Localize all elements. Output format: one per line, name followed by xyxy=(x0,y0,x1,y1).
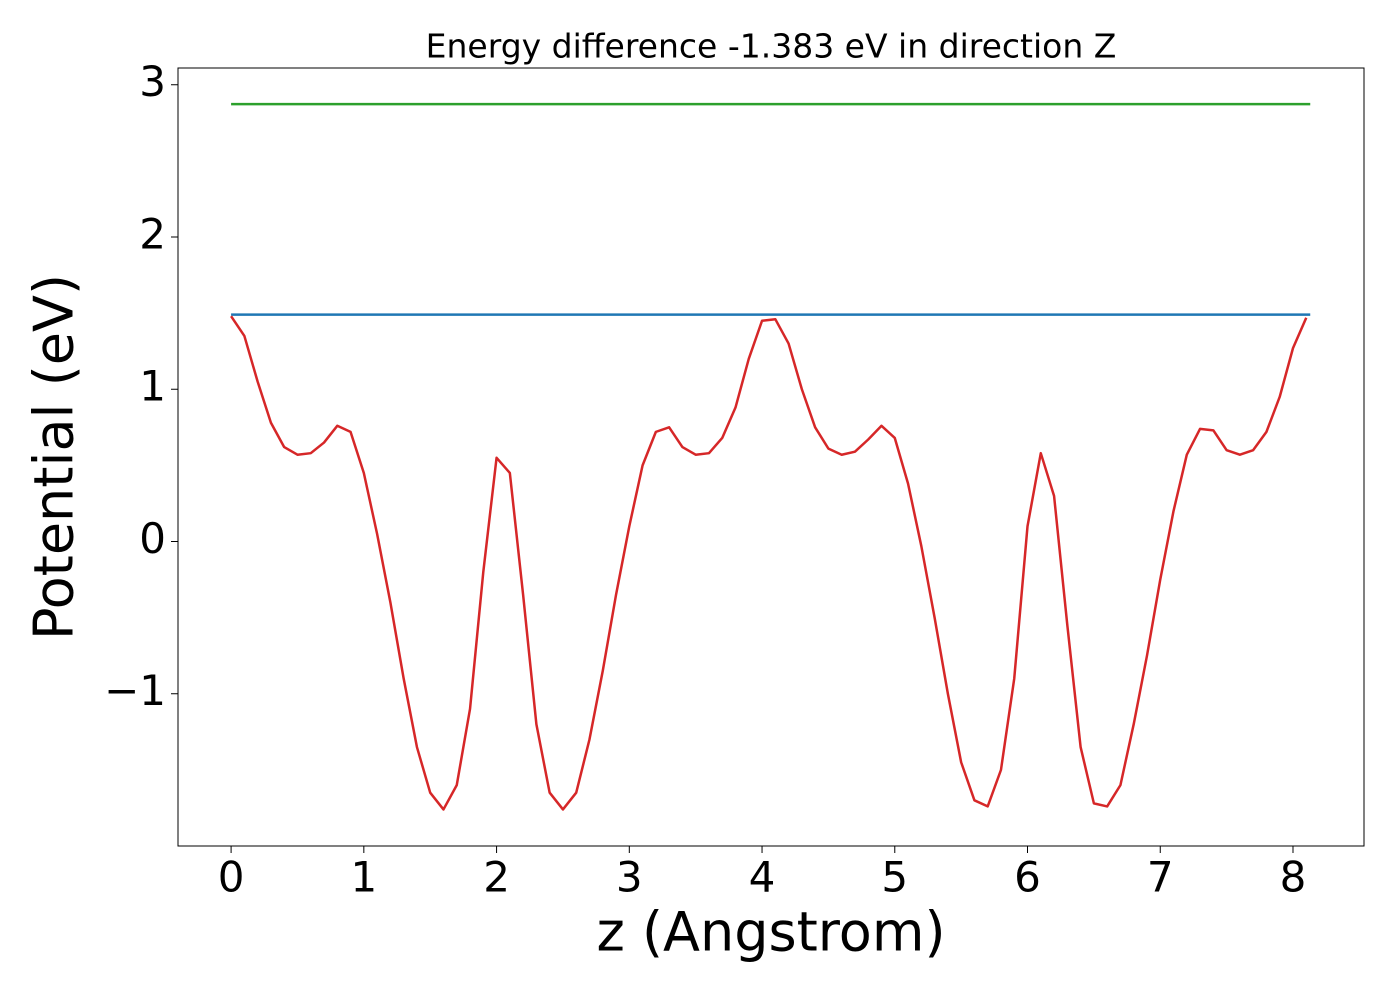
y-tick-label: 0 xyxy=(139,514,166,563)
y-tick-label: 2 xyxy=(139,209,166,258)
x-tick-label: 0 xyxy=(218,853,245,902)
x-tick-label: 7 xyxy=(1147,853,1174,902)
series-line xyxy=(230,315,1308,811)
x-tick-label: 8 xyxy=(1280,853,1307,902)
x-tick-label: 6 xyxy=(1014,853,1041,902)
chart-title: Energy difference -1.383 eV in direction… xyxy=(426,27,1117,66)
y-tick-label: −1 xyxy=(104,666,166,715)
y-tick-label: 3 xyxy=(139,57,166,106)
x-tick-label: 5 xyxy=(881,853,908,902)
y-tick-label: 1 xyxy=(139,362,166,411)
y-axis-label: Potential (eV) xyxy=(23,274,86,640)
plot-frame xyxy=(177,67,1365,847)
x-tick-label: 1 xyxy=(350,853,377,902)
x-axis-label: z (Angstrom) xyxy=(596,901,945,964)
x-tick-label: 2 xyxy=(483,853,510,902)
x-tick-label: 3 xyxy=(616,853,643,902)
x-tick-label: 4 xyxy=(749,853,776,902)
